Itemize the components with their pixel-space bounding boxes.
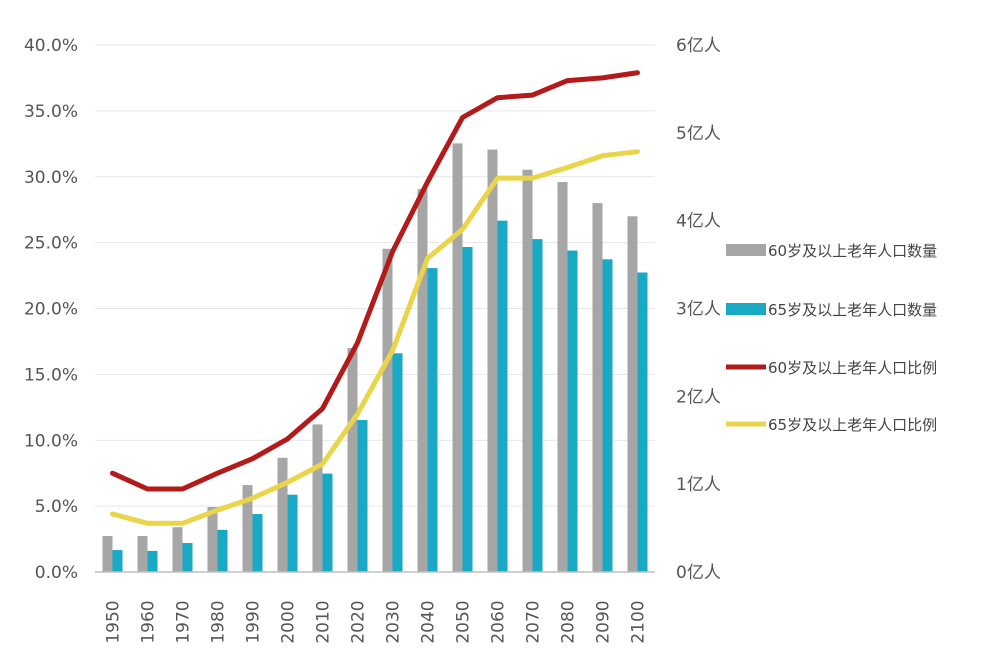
right-axis-tick-label: 5亿人 [676, 124, 721, 144]
right-axis-tick-label: 4亿人 [676, 212, 721, 232]
bar-65plus-count [252, 514, 263, 572]
bar-60plus-count [557, 182, 568, 572]
bar-65plus-count [637, 272, 648, 572]
left-axis-tick-label: 30.0% [24, 168, 78, 188]
x-axis-tick-label: 2010 [314, 600, 334, 643]
x-axis-tick-label: 1990 [244, 600, 264, 643]
right-axis-tick-label: 2亿人 [676, 387, 721, 407]
line-60plus-ratio [110, 70, 640, 492]
bar-60plus-count [172, 527, 183, 572]
x-axis-tick-label: 2080 [559, 600, 579, 643]
right-axis-tick-label: 6亿人 [676, 36, 721, 56]
x-axis-tick-label: 2030 [384, 600, 404, 643]
x-axis-tick-label: 2050 [454, 600, 474, 643]
line-65plus-ratio [110, 149, 640, 526]
x-axis-tick-label: 2060 [489, 600, 509, 643]
bar-60plus-count [102, 535, 113, 572]
legend-item-65plus-count-swatch [726, 303, 766, 315]
left-axis-tick-label: 15.0% [24, 365, 78, 385]
bar-60plus-count [382, 248, 393, 573]
right-axis-tick-label: 3亿人 [676, 300, 721, 320]
bar-60plus-count [522, 169, 533, 572]
bar-65plus-count [602, 259, 613, 572]
bar-65plus-count [287, 494, 298, 572]
bar-60plus-count [417, 189, 428, 572]
bar-60plus-count [452, 143, 463, 572]
left-axis-tick-label: 0.0% [35, 563, 78, 583]
bar-60plus-count [487, 149, 498, 572]
bar-65plus-count [322, 473, 333, 572]
x-axis-tick-label: 1950 [104, 600, 124, 643]
axes: 0.0% 5.0% 10.0% 15.0% 20.0% 25.0% 30.0% 35.0% 40… [24, 36, 721, 644]
x-axis-tick-label: 2000 [279, 600, 299, 643]
x-axis-tick-label: 2020 [349, 600, 369, 643]
bar-65plus-count [462, 247, 473, 572]
x-axis-tick-label: 1980 [209, 600, 229, 643]
x-axis-tick-label: 2090 [594, 600, 614, 643]
x-axis-tick-label: 2070 [524, 600, 544, 643]
bar-60plus-count [207, 507, 218, 572]
bar-65plus-count [392, 353, 403, 572]
left-axis-tick-label: 20.0% [24, 300, 78, 320]
right-axis-tick-label: 1亿人 [676, 475, 721, 495]
bar-60plus-count [312, 424, 323, 572]
left-axis-tick-label: 5.0% [35, 497, 78, 517]
legend: 60岁及以上老年人口数量 65岁及以上老年人口数量 60岁及以上老年人口比例 65岁及… [726, 242, 937, 434]
x-axis-tick-label: 2100 [629, 600, 649, 643]
bar-65plus-count [532, 239, 543, 572]
line-series [110, 70, 640, 526]
left-axis-tick-label: 25.0% [24, 234, 78, 254]
bar-65plus-count [112, 550, 123, 572]
bar-65plus-count [497, 220, 508, 572]
left-axis-tick-label: 35.0% [24, 102, 78, 122]
gridlines [95, 44, 655, 507]
x-axis-tick-label: 1960 [139, 600, 159, 643]
x-axis-tick-label: 1970 [174, 600, 194, 643]
right-axis-tick-label: 0亿人 [676, 563, 721, 583]
bar-65plus-count [567, 250, 578, 572]
left-axis-tick-label: 10.0% [24, 431, 78, 451]
bar-series [102, 143, 648, 573]
legend-item-65plus-ratio-label: 65岁及以上老年人口比例 [768, 416, 937, 434]
x-axis-tick-label: 2040 [419, 600, 439, 643]
left-axis-tick-label: 40.0% [24, 36, 78, 56]
bar-60plus-count [277, 457, 288, 572]
bar-60plus-count [592, 203, 603, 572]
bar-60plus-count [137, 535, 148, 572]
legend-item-60plus-count-swatch [726, 244, 766, 256]
legend-item-65plus-count-label: 65岁及以上老年人口数量 [768, 301, 937, 319]
legend-item-60plus-count-label: 60岁及以上老年人口数量 [768, 242, 937, 260]
bar-65plus-count [182, 543, 193, 572]
bar-60plus-count [242, 485, 253, 572]
legend-item-60plus-ratio-label: 60岁及以上老年人口比例 [768, 359, 937, 377]
bar-60plus-count [627, 216, 638, 572]
bar-60plus-count [347, 348, 358, 572]
bar-65plus-count [357, 420, 368, 572]
bar-65plus-count [147, 550, 158, 572]
bar-65plus-count [427, 268, 438, 572]
bar-65plus-count [217, 529, 228, 572]
